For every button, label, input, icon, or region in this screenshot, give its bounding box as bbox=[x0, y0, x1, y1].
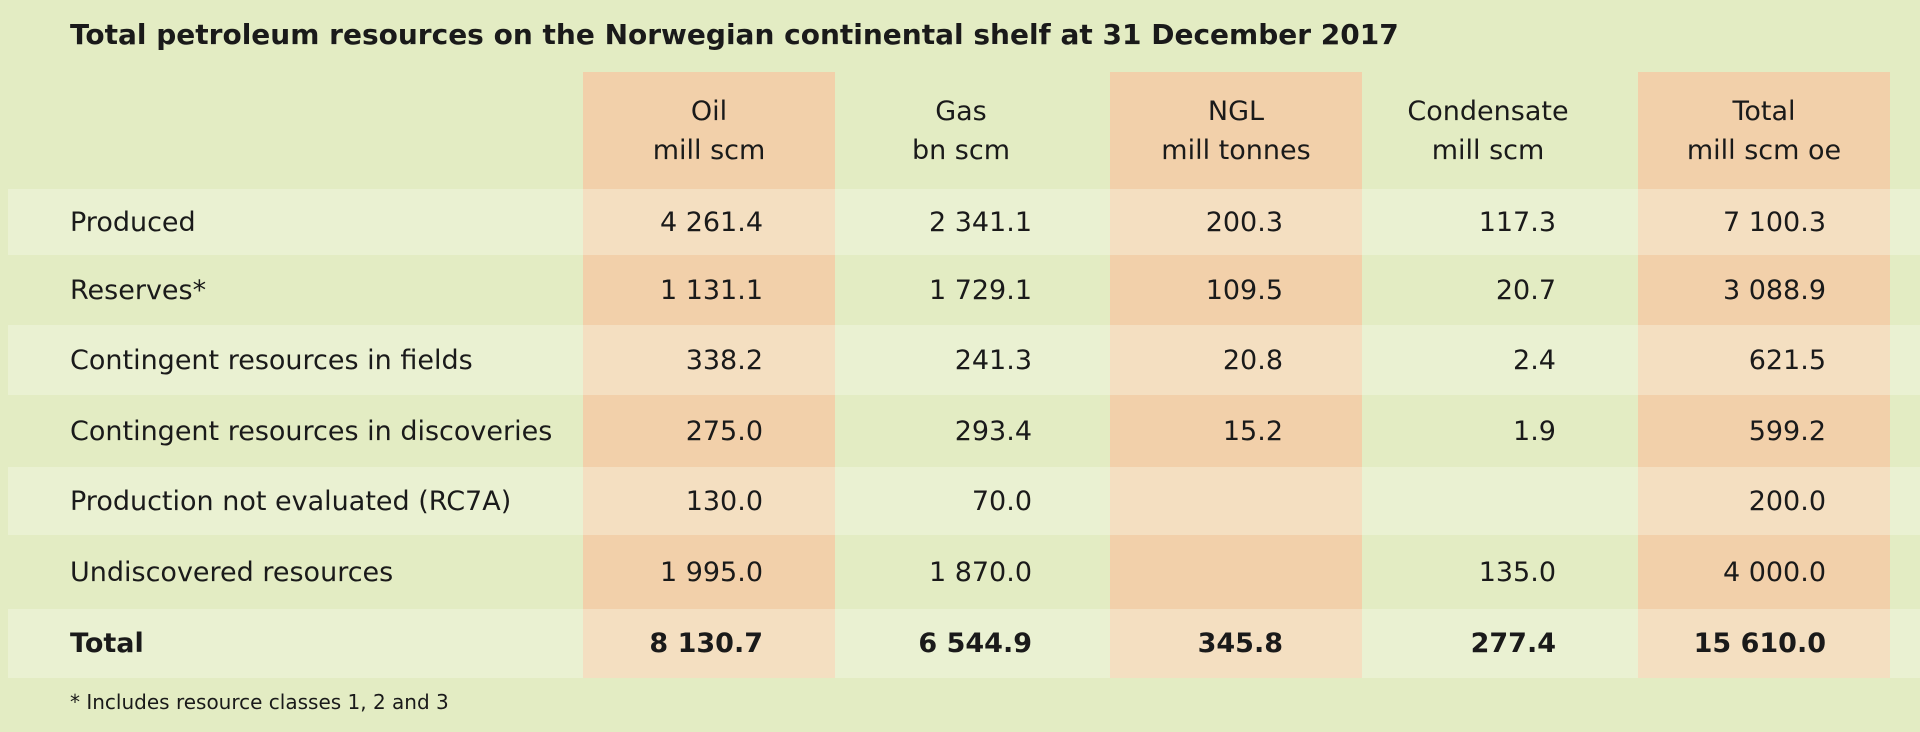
table-cell: 70.0 bbox=[971, 485, 1032, 517]
table-cell: 345.8 bbox=[1197, 628, 1283, 659]
table-cell: 117.3 bbox=[1478, 206, 1556, 238]
column-header: Condensate mill scm bbox=[1362, 72, 1614, 189]
column-highlight bbox=[583, 467, 835, 535]
column-highlight bbox=[1638, 255, 1890, 325]
column-highlight bbox=[583, 325, 835, 395]
resources-table: Oil mill scm Gas bn scm NGL mill tonnes Conden… bbox=[8, 72, 1920, 678]
row-band bbox=[8, 189, 1920, 255]
table-cell: 1 995.0 bbox=[659, 556, 763, 588]
row-label: Contingent resources in fields bbox=[70, 344, 473, 376]
column-highlight bbox=[583, 395, 835, 467]
table-title: Total petroleum resources on the Norwegi… bbox=[70, 18, 1399, 51]
column-header: Gas bn scm bbox=[835, 72, 1087, 189]
column-header: Total mill scm oe bbox=[1638, 72, 1890, 189]
table-cell: 200.3 bbox=[1205, 206, 1283, 238]
table-cell: 20.7 bbox=[1495, 274, 1556, 306]
table-cell: 15 610.0 bbox=[1693, 628, 1826, 659]
table-cell: 2.4 bbox=[1513, 344, 1556, 376]
column-highlight bbox=[1638, 395, 1890, 467]
column-header-unit: mill scm oe bbox=[1686, 134, 1842, 166]
column-header-name: Condensate bbox=[1407, 95, 1569, 127]
table-cell: 7 100.3 bbox=[1722, 206, 1826, 238]
row-band bbox=[8, 467, 1920, 535]
table-cell: 2 341.1 bbox=[928, 206, 1032, 238]
table-cell: 3 088.9 bbox=[1722, 274, 1826, 306]
table-cell bbox=[1356, 467, 1556, 535]
table-cell: 1 870.0 bbox=[928, 556, 1032, 588]
table-cell bbox=[1083, 467, 1283, 535]
column-highlight bbox=[1638, 535, 1890, 609]
column-highlight bbox=[1638, 325, 1890, 395]
column-highlight bbox=[583, 189, 835, 255]
table-cell: 8 130.7 bbox=[649, 628, 763, 659]
column-header-unit: bn scm bbox=[911, 134, 1011, 166]
table-cell: 1 131.1 bbox=[659, 274, 763, 306]
table-cell: 338.2 bbox=[685, 344, 763, 376]
column-header-name: NGL bbox=[1207, 95, 1265, 127]
column-highlight bbox=[1110, 535, 1362, 609]
column-header: Oil mill scm bbox=[583, 72, 835, 189]
table-cell: 277.4 bbox=[1470, 628, 1556, 659]
column-highlight bbox=[1110, 72, 1362, 189]
column-highlight bbox=[1110, 395, 1362, 467]
column-highlight bbox=[1110, 467, 1362, 535]
table-cell: 109.5 bbox=[1205, 274, 1283, 306]
row-label: Total bbox=[70, 628, 144, 659]
row-label: Reserves* bbox=[70, 274, 207, 306]
column-header-unit: mill scm bbox=[1431, 134, 1545, 166]
table-cell: 275.0 bbox=[685, 415, 763, 447]
column-header-name: Total bbox=[1732, 95, 1796, 127]
row-band bbox=[8, 325, 1920, 395]
table-cell: 200.0 bbox=[1748, 485, 1826, 517]
column-highlight bbox=[1110, 609, 1362, 678]
table-cell: 241.3 bbox=[954, 344, 1032, 376]
column-highlight bbox=[583, 72, 835, 189]
row-band bbox=[8, 609, 1920, 678]
row-label: Production not evaluated (RC7A) bbox=[70, 485, 512, 517]
column-highlight bbox=[1638, 467, 1890, 535]
table-cell: 4 000.0 bbox=[1722, 556, 1826, 588]
column-highlight bbox=[583, 609, 835, 678]
column-highlight bbox=[1110, 325, 1362, 395]
table-cell: 621.5 bbox=[1748, 344, 1826, 376]
column-highlight bbox=[1638, 189, 1890, 255]
table-cell: 20.8 bbox=[1222, 344, 1283, 376]
row-label: Undiscovered resources bbox=[70, 556, 394, 588]
column-highlight bbox=[1638, 72, 1890, 189]
row-label: Produced bbox=[70, 206, 196, 238]
column-highlight bbox=[1638, 609, 1890, 678]
column-highlight bbox=[583, 535, 835, 609]
table-cell: 15.2 bbox=[1222, 415, 1283, 447]
table-cell: 599.2 bbox=[1748, 415, 1826, 447]
column-header-unit: mill tonnes bbox=[1161, 134, 1311, 166]
table-cell: 4 261.4 bbox=[659, 206, 763, 238]
column-header: NGL mill tonnes bbox=[1110, 72, 1362, 189]
table-cell: 130.0 bbox=[685, 485, 763, 517]
column-header-unit: mill scm bbox=[652, 134, 766, 166]
column-highlight bbox=[1110, 189, 1362, 255]
column-highlight bbox=[1110, 255, 1362, 325]
column-highlight bbox=[583, 255, 835, 325]
table-cell: 293.4 bbox=[954, 415, 1032, 447]
row-label: Contingent resources in discoveries bbox=[70, 415, 553, 447]
table-cell: 1 729.1 bbox=[928, 274, 1032, 306]
footnote: * Includes resource classes 1, 2 and 3 bbox=[70, 690, 449, 714]
table-cell: 1.9 bbox=[1513, 415, 1556, 447]
table-cell: 135.0 bbox=[1478, 556, 1556, 588]
table-cell: 6 544.9 bbox=[918, 628, 1032, 659]
column-header-name: Oil bbox=[690, 95, 728, 127]
column-header-name: Gas bbox=[935, 95, 987, 127]
table-cell bbox=[1083, 535, 1283, 609]
